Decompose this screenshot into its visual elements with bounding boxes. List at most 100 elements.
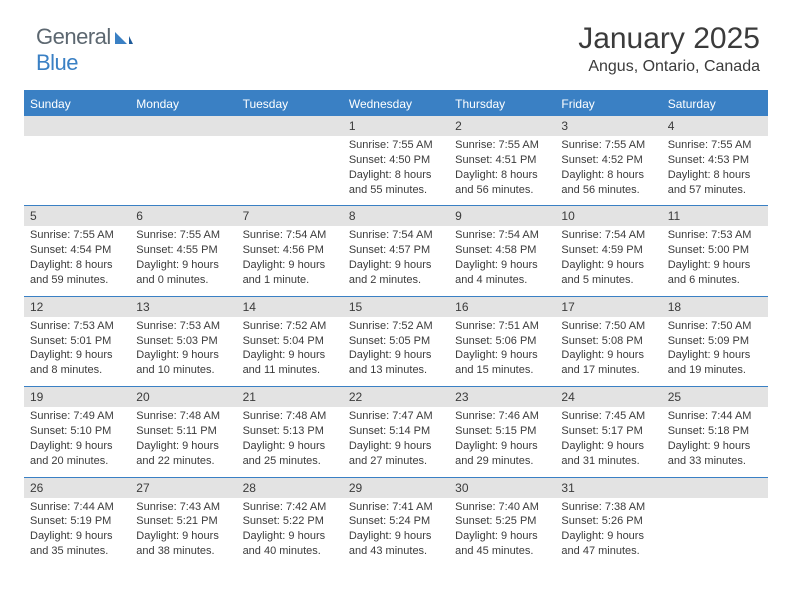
- sunset-text: Sunset: 5:11 PM: [136, 424, 230, 439]
- day-info-cell: Sunrise: 7:55 AMSunset: 4:51 PMDaylight:…: [449, 136, 555, 205]
- sunset-text: Sunset: 4:51 PM: [455, 153, 549, 168]
- day-number-cell: 13: [130, 297, 236, 317]
- daylight-text-2: and 33 minutes.: [668, 454, 762, 469]
- day-number-cell: 25: [662, 387, 768, 407]
- daylight-text-1: Daylight: 9 hours: [349, 529, 443, 544]
- day-number-cell: 4: [662, 116, 768, 136]
- day-number-cell: 6: [130, 206, 236, 226]
- daylight-text-1: Daylight: 9 hours: [243, 439, 337, 454]
- sunset-text: Sunset: 5:14 PM: [349, 424, 443, 439]
- sunrise-text: Sunrise: 7:42 AM: [243, 500, 337, 515]
- sunrise-text: Sunrise: 7:44 AM: [668, 409, 762, 424]
- weekday-header: Wednesday: [343, 92, 449, 116]
- sunset-text: Sunset: 5:19 PM: [30, 514, 124, 529]
- sunrise-text: Sunrise: 7:55 AM: [136, 228, 230, 243]
- week-info-row: Sunrise: 7:55 AMSunset: 4:54 PMDaylight:…: [24, 226, 768, 295]
- daylight-text-2: and 13 minutes.: [349, 363, 443, 378]
- day-number-cell: 29: [343, 478, 449, 498]
- month-title: January 2025: [24, 22, 760, 56]
- day-info-cell: Sunrise: 7:54 AMSunset: 4:56 PMDaylight:…: [237, 226, 343, 295]
- sunrise-text: Sunrise: 7:54 AM: [561, 228, 655, 243]
- sunset-text: Sunset: 5:03 PM: [136, 334, 230, 349]
- daylight-text-2: and 8 minutes.: [30, 363, 124, 378]
- daylight-text-1: Daylight: 9 hours: [455, 348, 549, 363]
- day-number-cell: 27: [130, 478, 236, 498]
- daylight-text-1: Daylight: 9 hours: [136, 529, 230, 544]
- sunrise-text: Sunrise: 7:53 AM: [668, 228, 762, 243]
- daylight-text-2: and 27 minutes.: [349, 454, 443, 469]
- daylight-text-1: Daylight: 9 hours: [561, 529, 655, 544]
- sunrise-text: Sunrise: 7:54 AM: [243, 228, 337, 243]
- sunrise-text: Sunrise: 7:47 AM: [349, 409, 443, 424]
- day-info-cell: Sunrise: 7:54 AMSunset: 4:58 PMDaylight:…: [449, 226, 555, 295]
- sunset-text: Sunset: 5:26 PM: [561, 514, 655, 529]
- daylight-text-1: Daylight: 9 hours: [668, 439, 762, 454]
- sunset-text: Sunset: 5:09 PM: [668, 334, 762, 349]
- daylight-text-1: Daylight: 9 hours: [561, 258, 655, 273]
- daylight-text-1: Daylight: 9 hours: [561, 348, 655, 363]
- sunrise-text: Sunrise: 7:46 AM: [455, 409, 549, 424]
- day-number-cell: 1: [343, 116, 449, 136]
- sunrise-text: Sunrise: 7:54 AM: [349, 228, 443, 243]
- day-info-cell: Sunrise: 7:45 AMSunset: 5:17 PMDaylight:…: [555, 407, 661, 476]
- day-info-cell: Sunrise: 7:53 AMSunset: 5:03 PMDaylight:…: [130, 317, 236, 386]
- day-number-cell: 24: [555, 387, 661, 407]
- day-number-cell: 9: [449, 206, 555, 226]
- weekday-header: Saturday: [662, 92, 768, 116]
- sunrise-text: Sunrise: 7:55 AM: [561, 138, 655, 153]
- day-number-cell: 21: [237, 387, 343, 407]
- weekday-header: Monday: [130, 92, 236, 116]
- sunrise-text: Sunrise: 7:48 AM: [243, 409, 337, 424]
- day-info-cell: Sunrise: 7:46 AMSunset: 5:15 PMDaylight:…: [449, 407, 555, 476]
- daylight-text-1: Daylight: 9 hours: [349, 348, 443, 363]
- sunrise-text: Sunrise: 7:51 AM: [455, 319, 549, 334]
- day-info-cell: Sunrise: 7:47 AMSunset: 5:14 PMDaylight:…: [343, 407, 449, 476]
- week-daynum-row: 1234: [24, 116, 768, 136]
- week-info-row: Sunrise: 7:55 AMSunset: 4:50 PMDaylight:…: [24, 136, 768, 205]
- day-number-cell: 2: [449, 116, 555, 136]
- daylight-text-1: Daylight: 8 hours: [455, 168, 549, 183]
- daylight-text-2: and 22 minutes.: [136, 454, 230, 469]
- sunrise-text: Sunrise: 7:50 AM: [668, 319, 762, 334]
- sunrise-text: Sunrise: 7:55 AM: [30, 228, 124, 243]
- week-daynum-row: 12131415161718: [24, 296, 768, 317]
- daylight-text-1: Daylight: 8 hours: [668, 168, 762, 183]
- day-info-cell: Sunrise: 7:54 AMSunset: 4:59 PMDaylight:…: [555, 226, 661, 295]
- week-daynum-row: 19202122232425: [24, 386, 768, 407]
- day-info-cell: [24, 136, 130, 205]
- day-number-cell: 14: [237, 297, 343, 317]
- day-number-cell: 28: [237, 478, 343, 498]
- day-info-cell: Sunrise: 7:54 AMSunset: 4:57 PMDaylight:…: [343, 226, 449, 295]
- daylight-text-1: Daylight: 8 hours: [30, 258, 124, 273]
- sunrise-text: Sunrise: 7:43 AM: [136, 500, 230, 515]
- daylight-text-1: Daylight: 9 hours: [136, 348, 230, 363]
- page-header: January 2025 Angus, Ontario, Canada: [24, 20, 768, 76]
- sunrise-text: Sunrise: 7:52 AM: [243, 319, 337, 334]
- sunset-text: Sunset: 5:22 PM: [243, 514, 337, 529]
- daylight-text-2: and 56 minutes.: [455, 183, 549, 198]
- weekday-header: Tuesday: [237, 92, 343, 116]
- sunset-text: Sunset: 5:25 PM: [455, 514, 549, 529]
- day-number-cell: 22: [343, 387, 449, 407]
- day-number-cell: 30: [449, 478, 555, 498]
- daylight-text-2: and 25 minutes.: [243, 454, 337, 469]
- daylight-text-1: Daylight: 9 hours: [668, 348, 762, 363]
- day-number-cell: 8: [343, 206, 449, 226]
- week-info-row: Sunrise: 7:53 AMSunset: 5:01 PMDaylight:…: [24, 317, 768, 386]
- day-info-cell: Sunrise: 7:55 AMSunset: 4:55 PMDaylight:…: [130, 226, 236, 295]
- sunrise-text: Sunrise: 7:45 AM: [561, 409, 655, 424]
- daylight-text-2: and 1 minute.: [243, 273, 337, 288]
- location-label: Angus, Ontario, Canada: [24, 58, 760, 76]
- sunset-text: Sunset: 4:55 PM: [136, 243, 230, 258]
- week-info-row: Sunrise: 7:44 AMSunset: 5:19 PMDaylight:…: [24, 498, 768, 567]
- day-info-cell: Sunrise: 7:52 AMSunset: 5:05 PMDaylight:…: [343, 317, 449, 386]
- daylight-text-1: Daylight: 9 hours: [349, 439, 443, 454]
- day-number-cell: 15: [343, 297, 449, 317]
- day-info-cell: Sunrise: 7:49 AMSunset: 5:10 PMDaylight:…: [24, 407, 130, 476]
- daylight-text-1: Daylight: 9 hours: [243, 258, 337, 273]
- daylight-text-2: and 19 minutes.: [668, 363, 762, 378]
- daylight-text-2: and 55 minutes.: [349, 183, 443, 198]
- day-info-cell: Sunrise: 7:52 AMSunset: 5:04 PMDaylight:…: [237, 317, 343, 386]
- day-info-cell: Sunrise: 7:44 AMSunset: 5:18 PMDaylight:…: [662, 407, 768, 476]
- sunrise-text: Sunrise: 7:49 AM: [30, 409, 124, 424]
